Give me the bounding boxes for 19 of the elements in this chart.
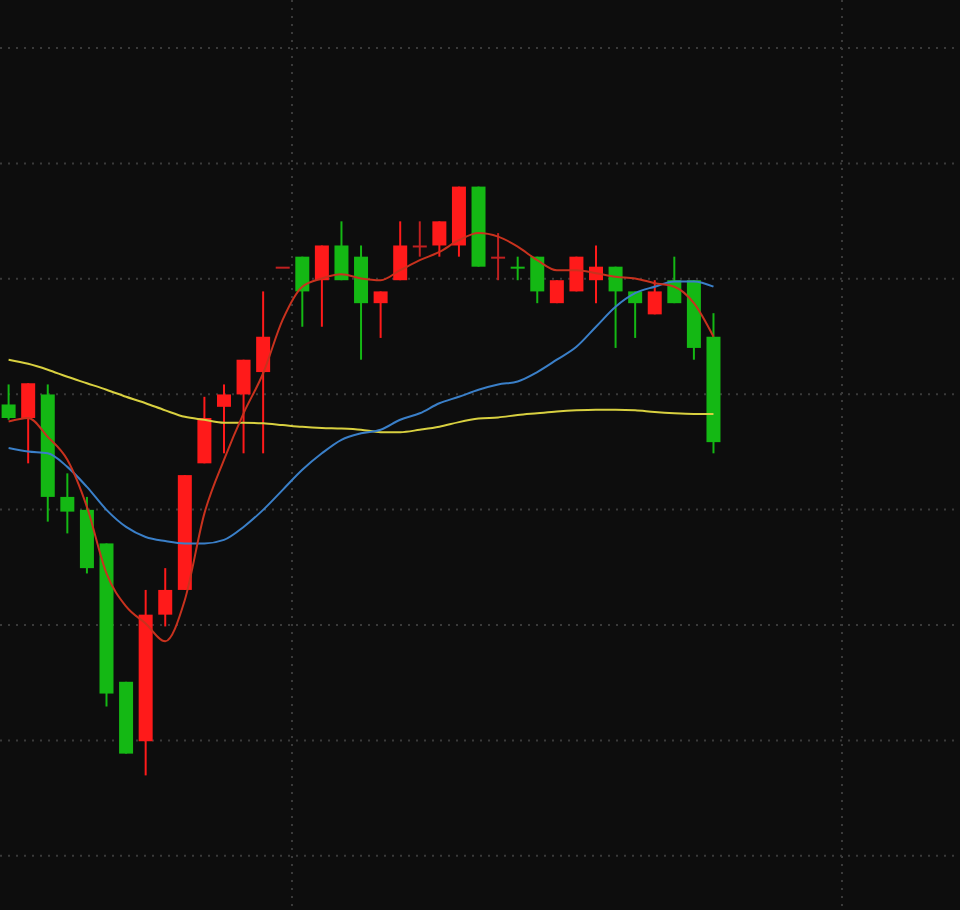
candlestick bbox=[647, 279, 662, 316]
candlestick bbox=[354, 244, 369, 361]
candlestick bbox=[197, 395, 212, 465]
candlestick bbox=[393, 220, 408, 282]
candlestick bbox=[1, 383, 16, 421]
candlestick bbox=[216, 383, 231, 455]
candlestick bbox=[373, 290, 388, 339]
candlestick bbox=[432, 220, 447, 258]
candlestick bbox=[295, 255, 310, 328]
candlestick bbox=[158, 567, 173, 628]
candlestick bbox=[412, 220, 427, 258]
candlestick bbox=[491, 232, 506, 282]
candlestick bbox=[60, 472, 75, 535]
candlestick bbox=[236, 358, 251, 455]
candlestick bbox=[21, 382, 36, 465]
candlestick bbox=[510, 255, 525, 282]
candlestick bbox=[334, 220, 349, 282]
candlestick bbox=[314, 244, 329, 328]
candlestick bbox=[256, 290, 271, 455]
